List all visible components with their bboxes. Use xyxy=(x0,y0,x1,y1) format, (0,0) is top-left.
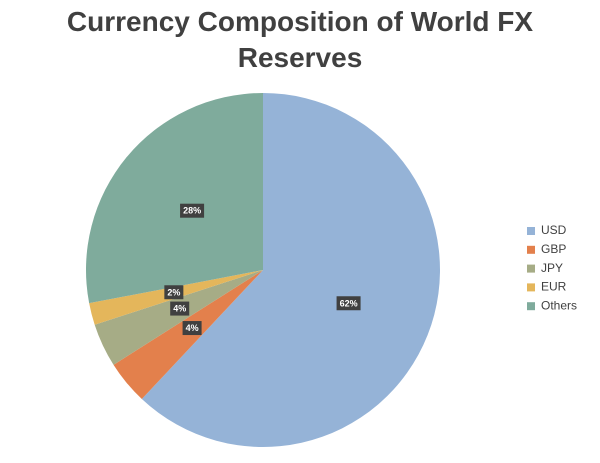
data-label-box xyxy=(182,321,202,336)
pie-slice xyxy=(141,93,441,447)
chart-title: Currency Composition of World FX Reserve… xyxy=(66,6,534,73)
data-label: 28% xyxy=(183,206,201,216)
legend-label: JPY xyxy=(541,261,563,275)
data-label-box xyxy=(164,285,184,300)
pie-slice xyxy=(94,270,263,365)
data-label-box xyxy=(180,203,205,218)
data-label-box xyxy=(336,296,361,311)
data-label: 4% xyxy=(186,323,199,333)
legend-label: Others xyxy=(541,298,577,312)
legend-label: EUR xyxy=(541,280,567,294)
data-label: 62% xyxy=(340,298,358,308)
legend-swatch xyxy=(527,227,535,235)
data-label: 4% xyxy=(173,304,186,314)
data-label-box xyxy=(170,301,190,316)
legend-label: USD xyxy=(541,223,567,237)
data-label: 2% xyxy=(167,287,180,297)
pie-slice xyxy=(85,93,263,304)
legend-label: GBP xyxy=(541,242,566,256)
legend-swatch xyxy=(527,264,535,273)
legend-swatch xyxy=(527,245,535,254)
legend-swatch xyxy=(527,283,535,292)
legend-swatch xyxy=(527,302,535,311)
